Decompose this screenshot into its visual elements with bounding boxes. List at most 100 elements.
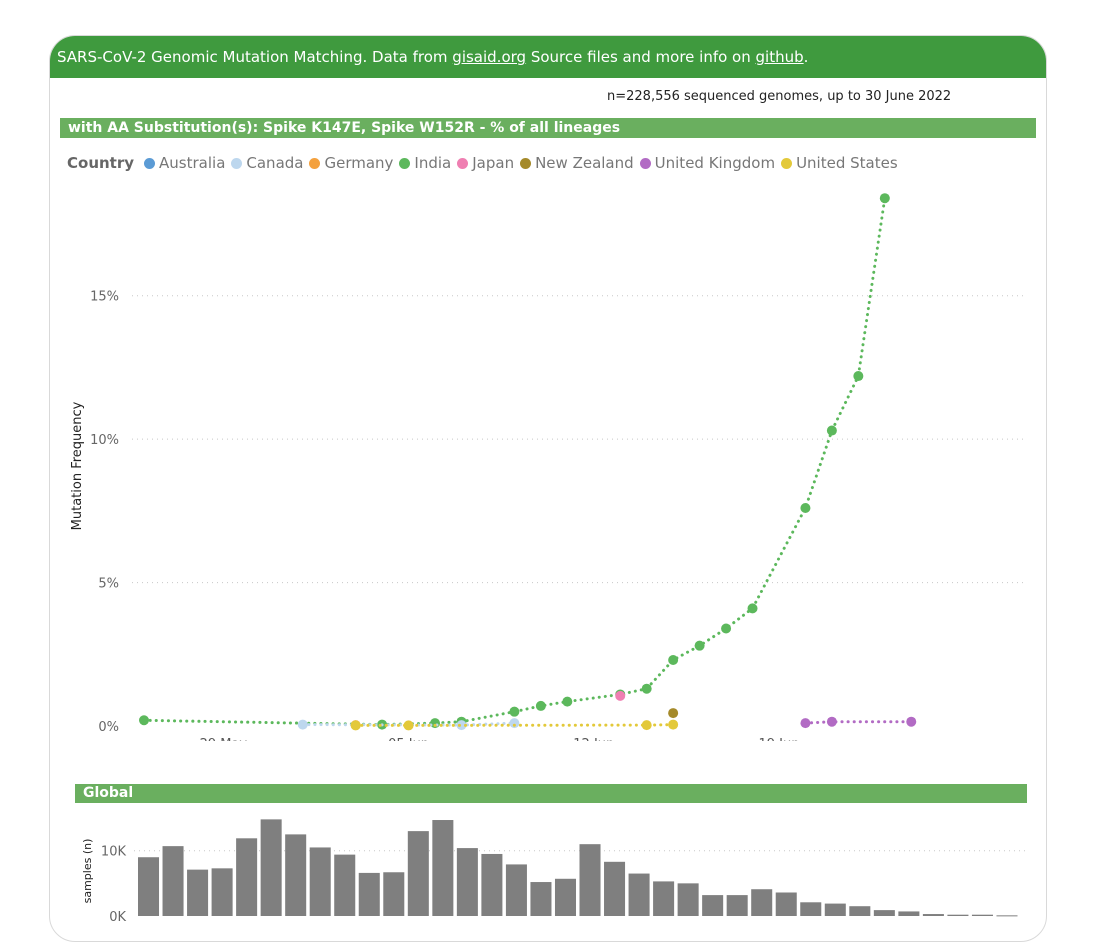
data-point-india[interactable] [853,371,864,382]
bar[interactable] [456,848,478,916]
data-point-india[interactable] [694,640,705,651]
data-point-india[interactable] [535,700,546,711]
bar[interactable] [702,895,724,916]
bar[interactable] [971,914,993,916]
data-point-united-states[interactable] [350,720,361,731]
legend-item-united-states[interactable]: United States [781,154,898,172]
bar[interactable] [775,892,797,916]
legend-label: United Kingdom [654,154,776,172]
bar[interactable] [285,834,307,916]
series-line-india [142,196,887,727]
legend-label: India [414,154,452,172]
y-tick-labels: 0% 5% 10% 15% [90,290,119,735]
series-line-united-states [354,723,675,727]
data-point-india[interactable] [641,683,652,694]
banner-text-middle: Source files and more info on [526,48,756,66]
bar[interactable] [432,820,454,916]
data-point-new-zealand[interactable] [668,708,679,719]
data-point-canada[interactable] [456,720,467,731]
data-point-india[interactable] [139,715,149,726]
legend-item-united-kingdom[interactable]: United Kingdom [639,154,776,172]
data-point-united-kingdom[interactable] [906,716,917,727]
data-point-japan[interactable] [615,690,626,701]
bar[interactable] [579,844,601,916]
legend-item-new-zealand[interactable]: New Zealand [520,154,634,172]
gisaid-link[interactable]: gisaid.org [452,48,527,66]
data-point-india[interactable] [747,603,758,614]
legend-item-australia[interactable]: Australia [144,154,225,172]
legend-dot-icon [399,157,411,169]
bar[interactable] [162,846,184,916]
bar[interactable] [947,914,969,916]
mutation-frequency-chart: 0% 5% 10% 15% 29 May 05 Jun 12 Jun 19 Jun Muta… [70,193,1025,741]
series-lines [139,193,917,731]
bar[interactable] [898,911,920,916]
data-point-india[interactable] [826,425,837,436]
bar[interactable] [334,854,356,916]
bar[interactable] [604,861,626,916]
bar[interactable] [653,881,675,916]
data-point-india[interactable] [721,623,732,634]
bars [138,819,1018,917]
bar[interactable] [407,831,429,916]
data-point-united-kingdom[interactable] [800,718,811,729]
legend-label: Australia [159,154,226,172]
x-tick-label: 29 May [200,737,248,741]
data-point-united-states[interactable] [668,719,679,730]
data-point-india[interactable] [562,696,573,707]
bar[interactable] [358,872,380,916]
data-point-canada[interactable] [297,719,308,730]
bar[interactable] [138,857,160,916]
header-banner: SARS-CoV-2 Genomic Mutation Matching. Da… [50,36,1046,78]
data-point-canada[interactable] [509,718,520,729]
legend-item-germany[interactable]: Germany [309,154,393,172]
bar[interactable] [922,914,944,916]
data-point-india[interactable] [509,706,520,717]
series-new-zealand [668,708,679,719]
bar[interactable] [849,906,871,916]
global-samples-chart: 0K 10K samples (n) [81,819,1025,925]
chart-legend: Country Australia Canada Germany India Japan… [67,154,904,172]
bar[interactable] [530,882,552,916]
bar[interactable] [260,819,282,916]
bar[interactable] [481,853,503,916]
data-point-india[interactable] [879,193,890,204]
bar[interactable] [873,910,895,916]
bar[interactable] [677,883,699,916]
legend-item-canada[interactable]: Canada [231,154,303,172]
bar-y-tick-labels: 0K 10K [101,845,127,925]
bar[interactable] [996,915,1018,917]
legend-label: New Zealand [535,154,634,172]
data-point-india[interactable] [800,503,811,513]
legend-dot-icon [231,157,243,169]
x-tick-label: 05 Jun [388,737,429,741]
bar[interactable] [824,903,846,916]
bar-y-tick-label: 0K [109,910,126,925]
bar[interactable] [187,869,209,916]
data-point-united-states[interactable] [641,720,652,731]
bar[interactable] [800,902,822,916]
series-line-united-kingdom [803,720,913,725]
legend-item-india[interactable]: India [399,154,451,172]
bar[interactable] [751,889,773,916]
genome-count: n=228,556 sequenced genomes, up to 30 Ju… [607,89,952,104]
legend-items: Australia Canada Germany India Japan New Zeal… [144,154,904,172]
bar[interactable] [236,838,258,916]
bar[interactable] [554,878,576,916]
data-point-united-kingdom[interactable] [826,716,837,727]
x-tick-labels: 29 May 05 Jun 12 Jun 19 Jun [200,737,800,741]
data-point-india[interactable] [668,655,679,666]
data-point-united-states[interactable] [403,720,414,731]
bar[interactable] [383,872,405,916]
legend-dot-icon [639,157,651,169]
bar-y-axis-label: samples (n) [81,839,94,904]
github-link[interactable]: github [755,48,804,66]
bar[interactable] [211,868,233,916]
bar[interactable] [726,895,748,916]
legend-label: Germany [324,154,394,172]
bar[interactable] [309,847,331,916]
legend-item-japan[interactable]: Japan [457,154,514,172]
legend-label: Canada [246,154,304,172]
bar[interactable] [628,873,650,916]
bar[interactable] [505,864,527,916]
